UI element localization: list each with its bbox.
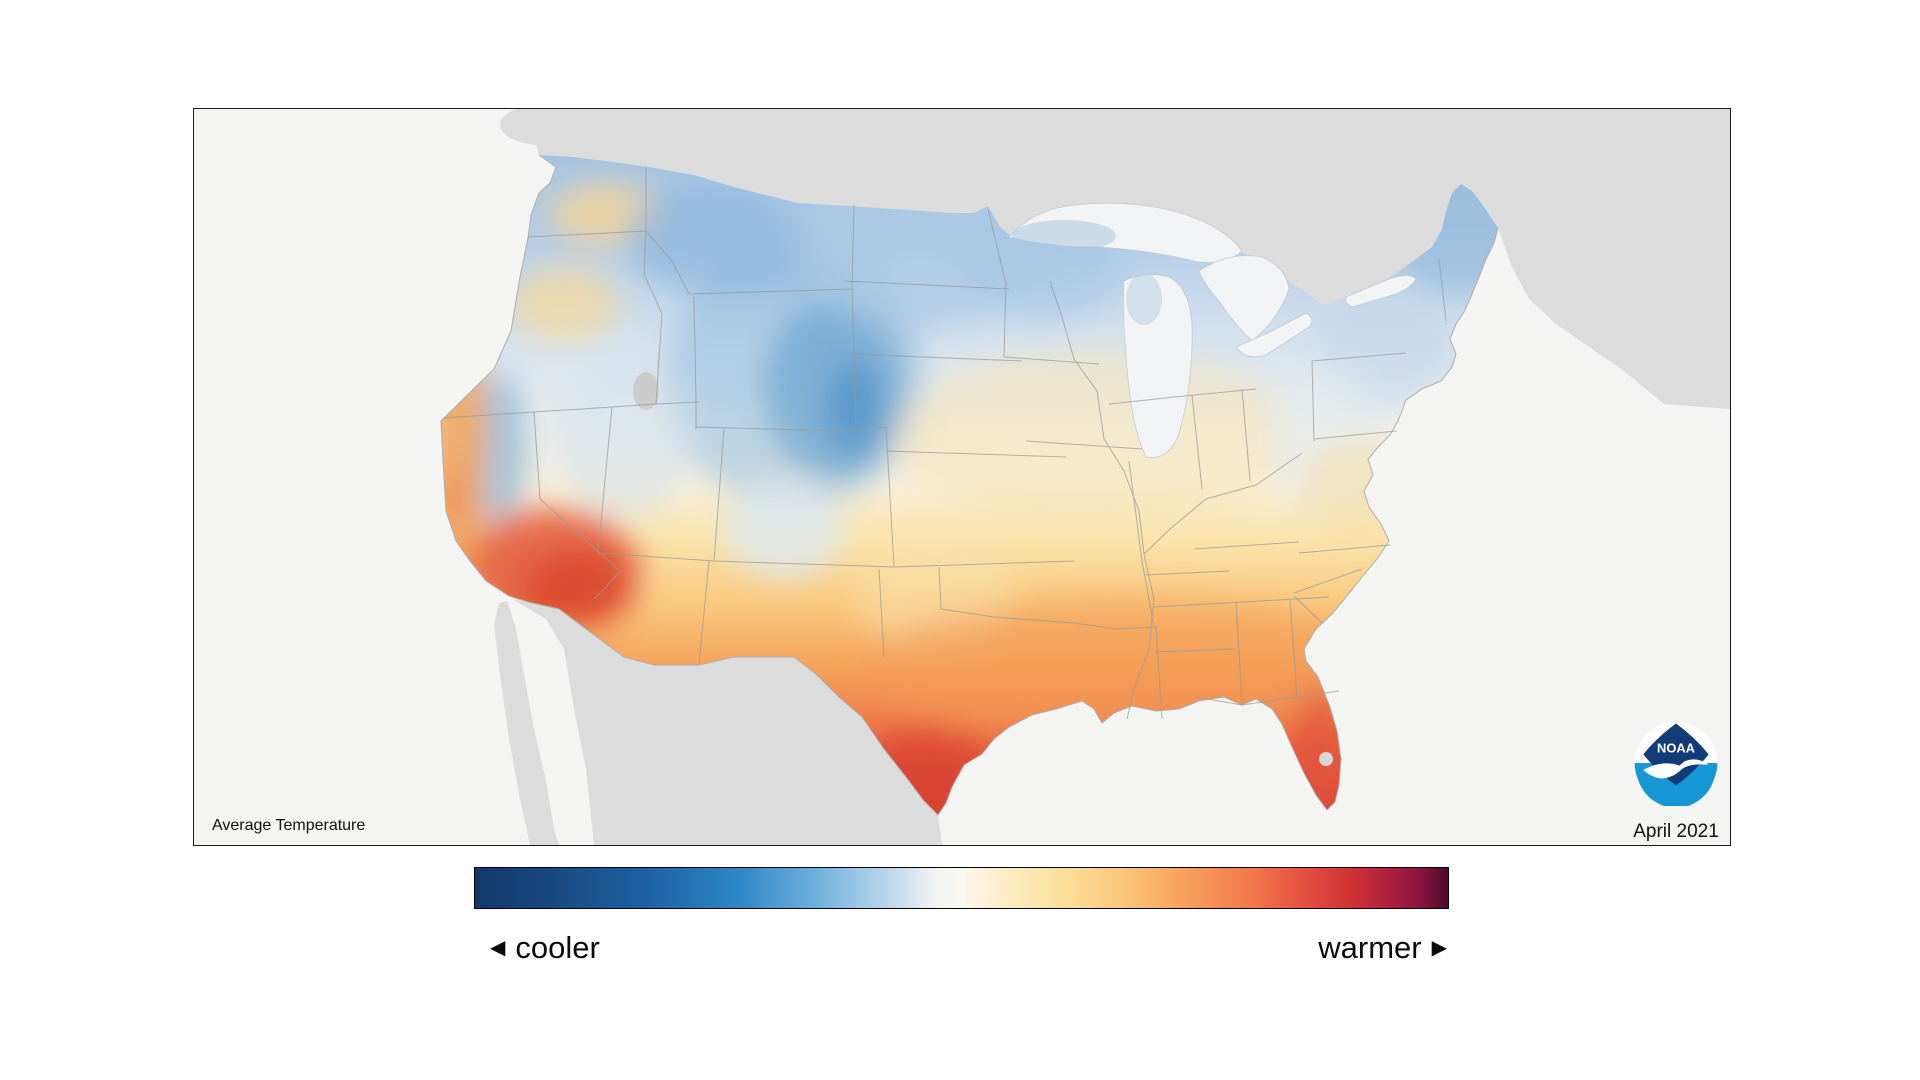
legend-warmer: warmer ▶ (1318, 930, 1447, 966)
cooler-label: cooler (515, 930, 600, 965)
map-panel: NOAA Average Temperature April 2021 (193, 108, 1731, 846)
baja-peninsula (494, 601, 559, 845)
temperature-colorbar (474, 867, 1449, 909)
left-arrow-icon: ◀ (490, 937, 506, 959)
lake-ontario (1345, 275, 1417, 308)
warmer-label: warmer (1318, 930, 1422, 965)
us-temperature-map (194, 109, 1730, 845)
map-title: Average Temperature (212, 817, 366, 834)
lake-michigan-blue-tint (1126, 273, 1162, 325)
noaa-logo: NOAA (1633, 720, 1719, 806)
us-outline (440, 154, 1499, 816)
noaa-logo-text: NOAA (1657, 741, 1695, 756)
map-date: April 2021 (1633, 821, 1719, 842)
lake-huron (1198, 255, 1290, 342)
mexico-landmass (512, 599, 942, 845)
state-borders (442, 167, 1447, 720)
legend-cooler: ◀ cooler (490, 930, 600, 966)
right-arrow-icon: ▶ (1431, 937, 1447, 959)
lake-superior-blue-tint (1012, 220, 1116, 252)
canada-landmass (534, 109, 1730, 409)
lake-okeechobee (1319, 752, 1333, 766)
lake-erie (1235, 312, 1313, 358)
great-salt-lake (633, 372, 659, 410)
vancouver-island (500, 109, 584, 145)
noaa-logo-icon: NOAA (1634, 721, 1718, 806)
